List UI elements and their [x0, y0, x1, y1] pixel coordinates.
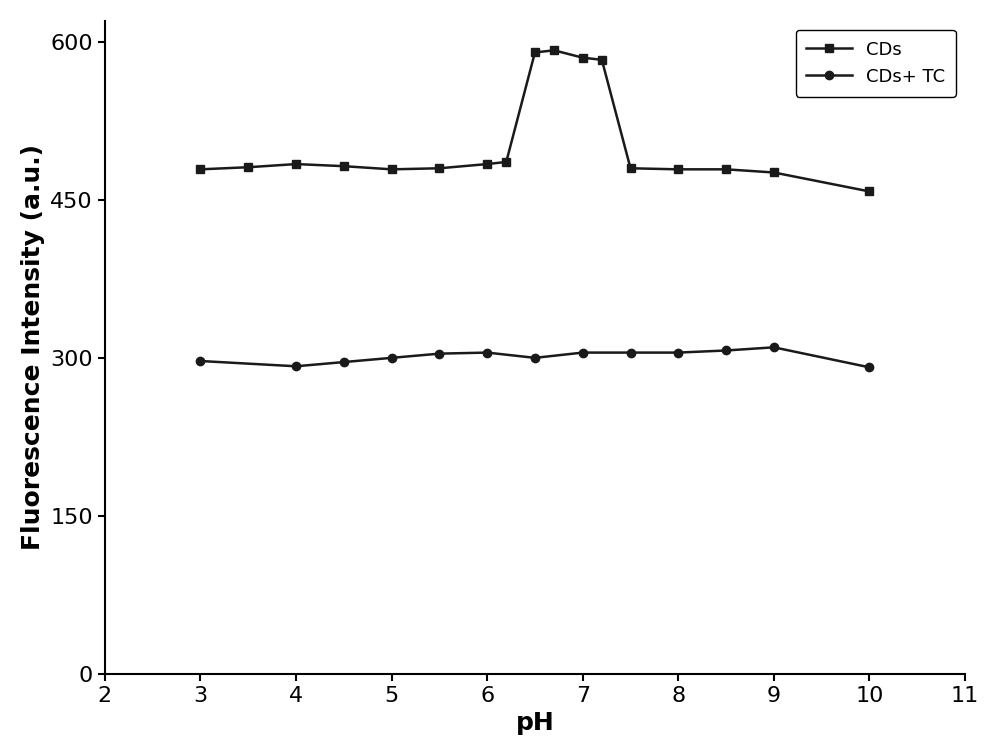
CDs+ TC: [290, 361, 302, 370]
Legend: CDs, CDs+ TC: CDs, CDs+ TC: [796, 29, 956, 97]
CDs: [338, 162, 350, 171]
CDs: [290, 160, 302, 169]
CDs: [242, 163, 254, 172]
CDs: [433, 164, 445, 173]
CDs: [672, 165, 684, 174]
CDs: [596, 55, 608, 64]
CDs+ TC: [194, 357, 206, 366]
Line: CDs+ TC: CDs+ TC: [196, 343, 874, 371]
CDs: [386, 165, 398, 174]
CDs+ TC: [768, 342, 780, 352]
X-axis label: pH: pH: [516, 711, 554, 735]
CDs+ TC: [625, 348, 637, 357]
CDs: [625, 164, 637, 173]
CDs: [720, 165, 732, 174]
CDs: [500, 157, 512, 166]
CDs: [577, 53, 589, 62]
CDs+ TC: [672, 348, 684, 357]
CDs: [481, 160, 493, 169]
CDs: [194, 165, 206, 174]
CDs+ TC: [433, 349, 445, 358]
CDs+ TC: [529, 353, 541, 362]
CDs: [529, 48, 541, 57]
CDs+ TC: [386, 353, 398, 362]
CDs+ TC: [863, 363, 875, 372]
Y-axis label: Fluorescence Intensity (a.u.): Fluorescence Intensity (a.u.): [21, 144, 45, 550]
CDs: [863, 187, 875, 196]
CDs: [768, 168, 780, 177]
CDs+ TC: [338, 358, 350, 367]
CDs+ TC: [481, 348, 493, 357]
CDs: [548, 46, 560, 55]
CDs+ TC: [577, 348, 589, 357]
CDs+ TC: [720, 346, 732, 355]
Line: CDs: CDs: [196, 46, 874, 196]
